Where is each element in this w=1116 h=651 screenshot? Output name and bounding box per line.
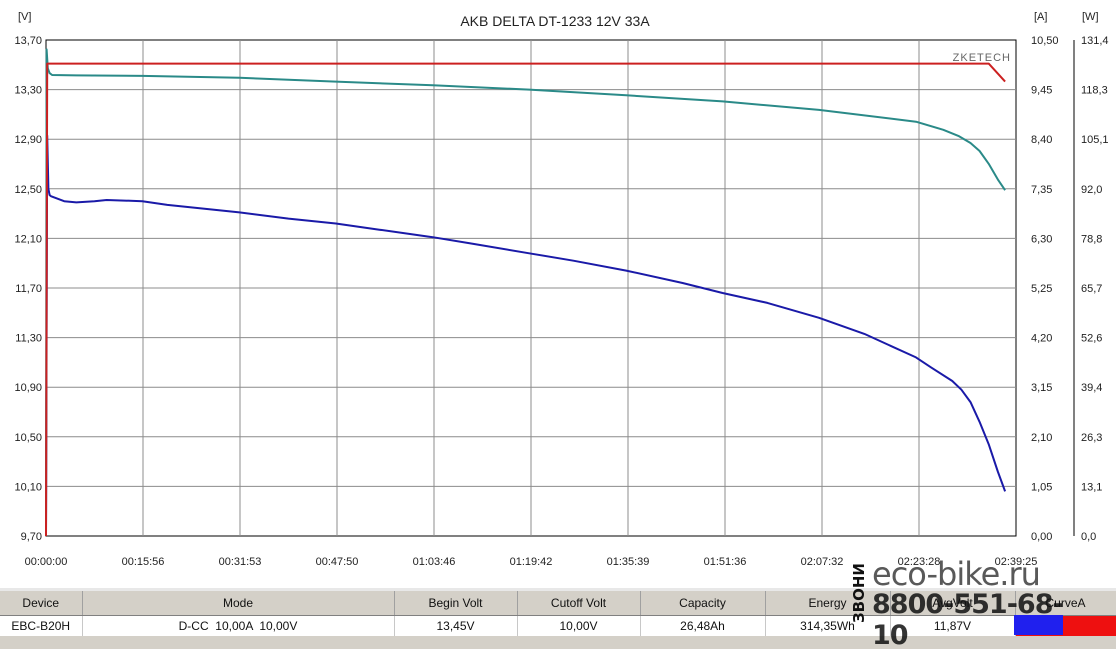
left-axis-tick-label: 10,10 — [14, 481, 42, 493]
left-axis-tick-label: 11,30 — [15, 333, 42, 345]
header-capacity: Capacity — [640, 588, 766, 616]
x-axis-tick-label: 02:07:32 — [801, 556, 844, 568]
x-axis-tick-label: 01:19:42 — [510, 556, 553, 568]
right-axis-unit: [A] — [1034, 11, 1047, 23]
right-axis-tick-label: 2,10 — [1031, 432, 1052, 444]
far-right-axis-tick-label: 131,4 — [1081, 35, 1109, 47]
test-info-table: Device Mode Begin Volt Cutoff Volt Capac… — [0, 588, 1116, 649]
header-curve-a: CurveA — [1015, 588, 1116, 616]
x-axis-tick-label: 00:31:53 — [219, 556, 262, 568]
header-begin-volt: Begin Volt — [394, 588, 518, 616]
right-axis-tick-label: 3,15 — [1031, 382, 1052, 394]
cell-capacity: 26,48Ah — [640, 615, 766, 636]
left-axis-tick-label: 12,90 — [14, 134, 42, 146]
series-voltage-line — [45, 134, 1007, 537]
x-axis-tick-label: 02:39:25 — [995, 556, 1038, 568]
table-row: EBC-B20H D-CC 10,00A 10,00V 13,45V 10,00… — [0, 615, 1116, 636]
right-axis-tick-label: 9,45 — [1031, 85, 1052, 97]
far-right-axis-tick-label: 78,8 — [1081, 233, 1102, 245]
left-axis-tick-label: 9,70 — [21, 531, 42, 543]
table-header-row: Device Mode Begin Volt Cutoff Volt Capac… — [0, 588, 1116, 616]
cell-begin-volt: 13,45V — [394, 615, 518, 636]
header-device: Device — [0, 588, 83, 616]
header-cutoff-volt: Cutoff Volt — [517, 588, 641, 616]
left-axis-unit: [V] — [18, 11, 31, 23]
far-right-axis-tick-label: 13,1 — [1081, 481, 1102, 493]
far-right-axis-tick-label: 39,4 — [1081, 382, 1102, 394]
right-axis-tick-label: 4,20 — [1031, 333, 1052, 345]
chart-svg: 13,70 13,30 12,90 12,50 12,10 11,70 11,30 10,90… — [14, 11, 1109, 568]
left-axis-tick-label: 13,30 — [14, 85, 42, 97]
far-right-axis-tick-label: 118,3 — [1081, 85, 1108, 97]
avg-color-swatch — [1014, 615, 1063, 635]
cell-mode: D-CC 10,00A 10,00V — [82, 615, 395, 636]
left-axis-tick-label: 13,70 — [14, 35, 42, 47]
header-energy: Energy — [765, 588, 891, 616]
series-setpoint-current-line — [45, 62, 1006, 537]
cell-device: EBC-B20H — [0, 615, 83, 636]
cell-cutoff-volt: 10,00V — [517, 615, 641, 636]
x-axis-tick-label: 00:15:56 — [122, 556, 165, 568]
far-right-axis-unit: [W] — [1082, 11, 1099, 23]
left-axis-tick-label: 10,90 — [14, 382, 42, 394]
left-axis-tick-label: 12,50 — [14, 184, 42, 196]
header-mode: Mode — [82, 588, 395, 616]
chart-title: AKB DELTA DT-1233 12V 33A — [460, 13, 650, 29]
chart-watermark: ZKETECH — [953, 52, 1011, 64]
series-current-line — [45, 48, 1006, 537]
cell-energy: 314,35Wh — [765, 615, 891, 636]
left-axis-tick-label: 12,10 — [14, 233, 42, 245]
left-axis-tick-label: 11,70 — [15, 283, 42, 295]
right-axis-tick-label: 7,35 — [1031, 184, 1052, 196]
far-right-axis-tick-label: 52,6 — [1081, 333, 1102, 345]
x-axis-tick-label: 00:00:00 — [25, 556, 68, 568]
right-axis-tick-label: 5,25 — [1031, 283, 1052, 295]
right-axis-tick-label: 6,30 — [1031, 233, 1052, 245]
x-axis-tick-label: 01:35:39 — [607, 556, 650, 568]
right-axis-tick-label: 10,50 — [1031, 35, 1059, 47]
far-right-axis-tick-label: 26,3 — [1081, 432, 1102, 444]
far-right-axis-tick-label: 0,0 — [1081, 531, 1096, 543]
x-axis-tick-label: 01:03:46 — [413, 556, 456, 568]
x-axis-tick-label: 01:51:36 — [704, 556, 747, 568]
header-avg-volt: AvgVolt — [890, 588, 1016, 616]
cell-avg-volt: 11,87V — [890, 615, 1016, 636]
right-axis-tick-label: 0,00 — [1031, 531, 1052, 543]
discharge-chart: 13,70 13,30 12,90 12,50 12,10 11,70 11,30 10,90… — [14, 11, 1109, 568]
right-axis-tick-label: 1,05 — [1031, 481, 1052, 493]
avg-volt-value: 11,87V — [933, 619, 972, 633]
x-axis-tick-label: 00:47:50 — [316, 556, 359, 568]
x-axis-tick-label: 02:23:28 — [898, 556, 941, 568]
far-right-axis-tick-label: 92,0 — [1081, 184, 1102, 196]
far-right-axis-tick-label: 65,7 — [1081, 283, 1102, 295]
left-axis-tick-label: 10,50 — [14, 432, 42, 444]
far-right-axis-tick-label: 105,1 — [1081, 134, 1109, 146]
right-axis-tick-label: 8,40 — [1031, 134, 1052, 146]
